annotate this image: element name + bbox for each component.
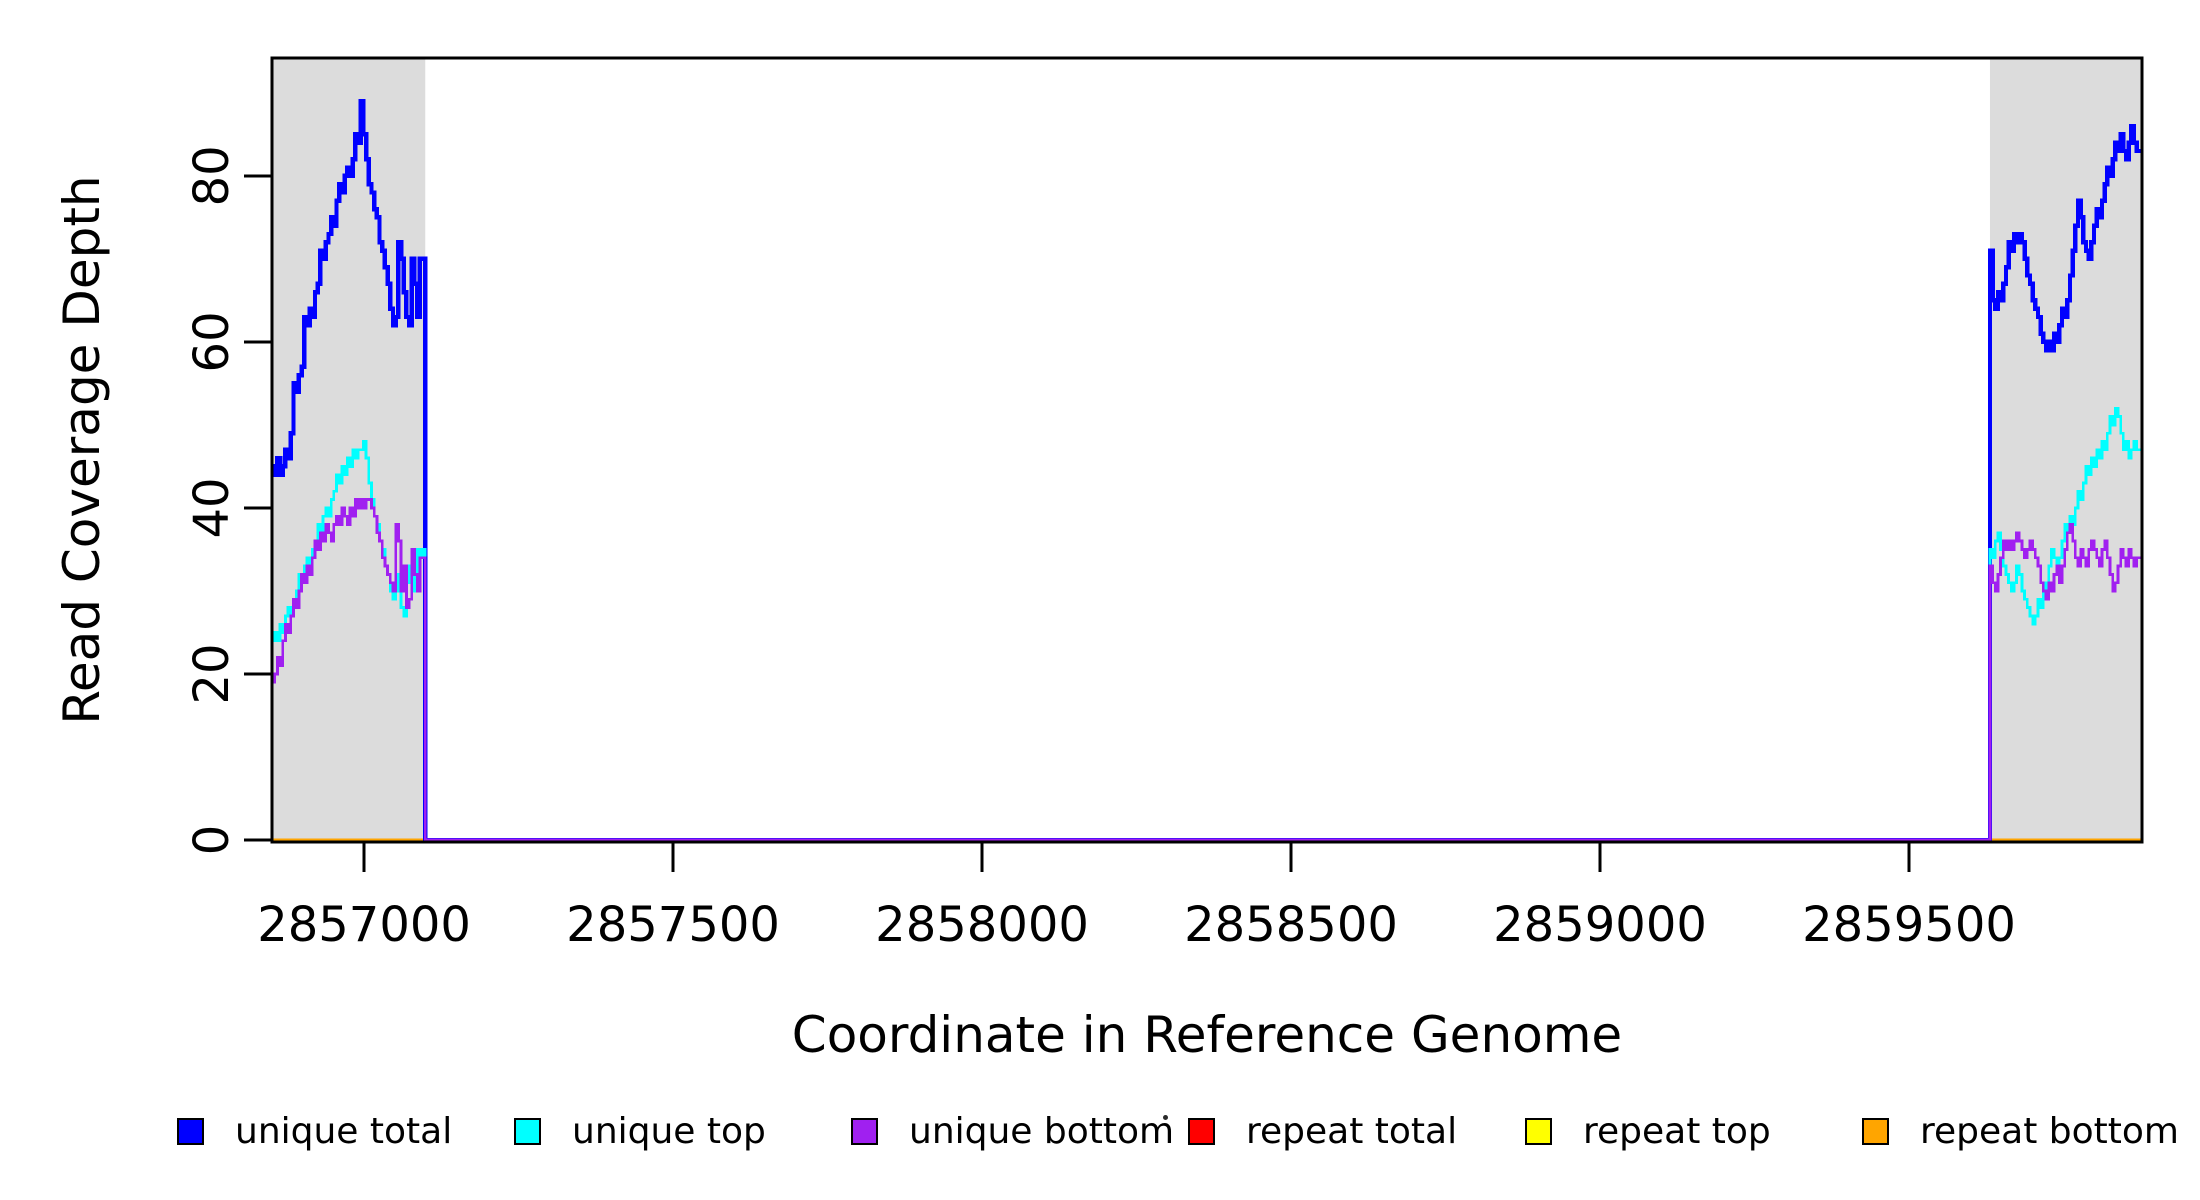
repeat-total-swatch-icon	[1188, 1117, 1215, 1145]
highlight-region	[1989, 58, 2142, 842]
unique-top-swatch-icon	[514, 1117, 541, 1145]
x-tick-label: 2857500	[566, 897, 780, 953]
legend-item-unique-bottom: unique bottom	[851, 1110, 1175, 1152]
x-tick-label: 2859500	[1802, 897, 2016, 953]
y-tick-label: 80	[184, 145, 240, 206]
x-tick-label: 2857000	[257, 897, 471, 953]
unique-total-swatch-icon	[177, 1117, 204, 1145]
y-axis-title: Read Coverage Depth	[53, 175, 111, 725]
repeat-top-swatch-icon	[1525, 1117, 1552, 1145]
legend-label: unique total	[235, 1110, 453, 1152]
stray-dot-mark	[1163, 1115, 1168, 1120]
legend-label: repeat top	[1583, 1110, 1771, 1152]
x-tick-label: 2858500	[1184, 897, 1398, 953]
y-tick-label: 60	[184, 311, 240, 372]
x-axis-title: Coordinate in Reference Genome	[791, 1006, 1623, 1064]
y-tick-label: 40	[184, 477, 240, 538]
series-unique-bottom	[272, 498, 2142, 842]
x-tick-label: 2859000	[1493, 897, 1707, 953]
legend-label: repeat bottom	[1920, 1110, 2179, 1152]
legend-item-repeat-total: repeat total	[1188, 1110, 1458, 1152]
legend-label: unique bottom	[909, 1110, 1175, 1152]
legend-label: unique top	[572, 1110, 766, 1152]
legend-item-repeat-bottom: repeat bottom	[1862, 1110, 2179, 1152]
unique-bottom-swatch-icon	[851, 1117, 878, 1145]
y-tick-label: 20	[184, 643, 240, 704]
series-unique-top	[272, 406, 2142, 842]
legend-item-repeat-top: repeat top	[1525, 1110, 1771, 1152]
legend-item-unique-total: unique total	[177, 1110, 453, 1152]
legend-item-unique-top: unique top	[514, 1110, 766, 1152]
legend-label: repeat total	[1246, 1110, 1458, 1152]
highlight-region	[272, 58, 426, 842]
y-tick-label: 0	[184, 825, 240, 856]
repeat-bottom-swatch-icon	[1862, 1117, 1889, 1145]
plot-box	[270, 56, 2144, 844]
series-unique-total	[272, 99, 2142, 843]
x-tick-label: 2858000	[875, 897, 1089, 953]
